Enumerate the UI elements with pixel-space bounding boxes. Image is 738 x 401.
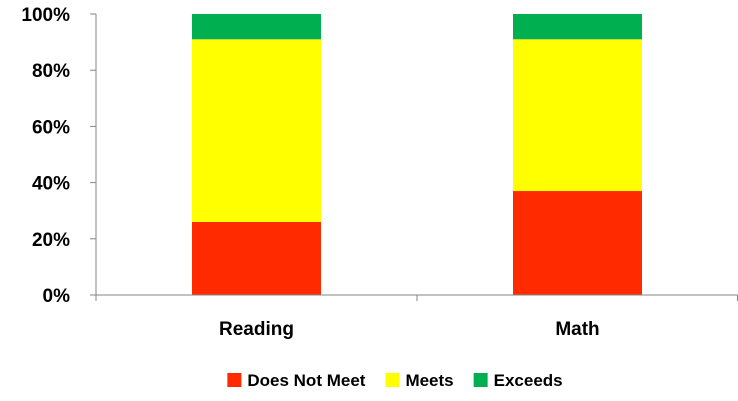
legend-label: Does Not Meet (247, 371, 365, 390)
bar-exceeds-reading (192, 14, 321, 40)
legend-label: Meets (405, 371, 453, 390)
bar-exceeds-math (513, 14, 642, 40)
y-tick-label: 60% (32, 117, 70, 138)
y-tick-label: 80% (32, 61, 70, 82)
bar-meets-math (513, 39, 642, 192)
y-tick-label: 0% (43, 286, 71, 307)
bar-meets-reading (192, 39, 321, 222)
legend-item-exceeds: Exceeds (473, 371, 563, 390)
bars-layer (192, 14, 642, 295)
bar-does-not-meet-math (513, 191, 642, 295)
legend-swatch (385, 373, 400, 387)
category-label-math: Math (555, 319, 599, 340)
y-tick-label: 100% (21, 5, 70, 26)
y-tick-label: 40% (32, 174, 70, 195)
axes-layer: Reading Math 0% 20% 40% 60% 80% 100% (21, 5, 738, 340)
legend-swatch (473, 373, 488, 387)
legend: Does Not Meet Meets Exceeds (227, 371, 563, 390)
category-label-reading: Reading (219, 319, 294, 340)
y-tick-label: 20% (32, 230, 70, 251)
legend-label: Exceeds (494, 371, 563, 390)
bar-does-not-meet-reading (192, 221, 321, 295)
legend-item-does-not-meet: Does Not Meet (227, 371, 366, 390)
legend-swatch (227, 373, 242, 387)
legend-item-meets: Meets (385, 371, 454, 390)
